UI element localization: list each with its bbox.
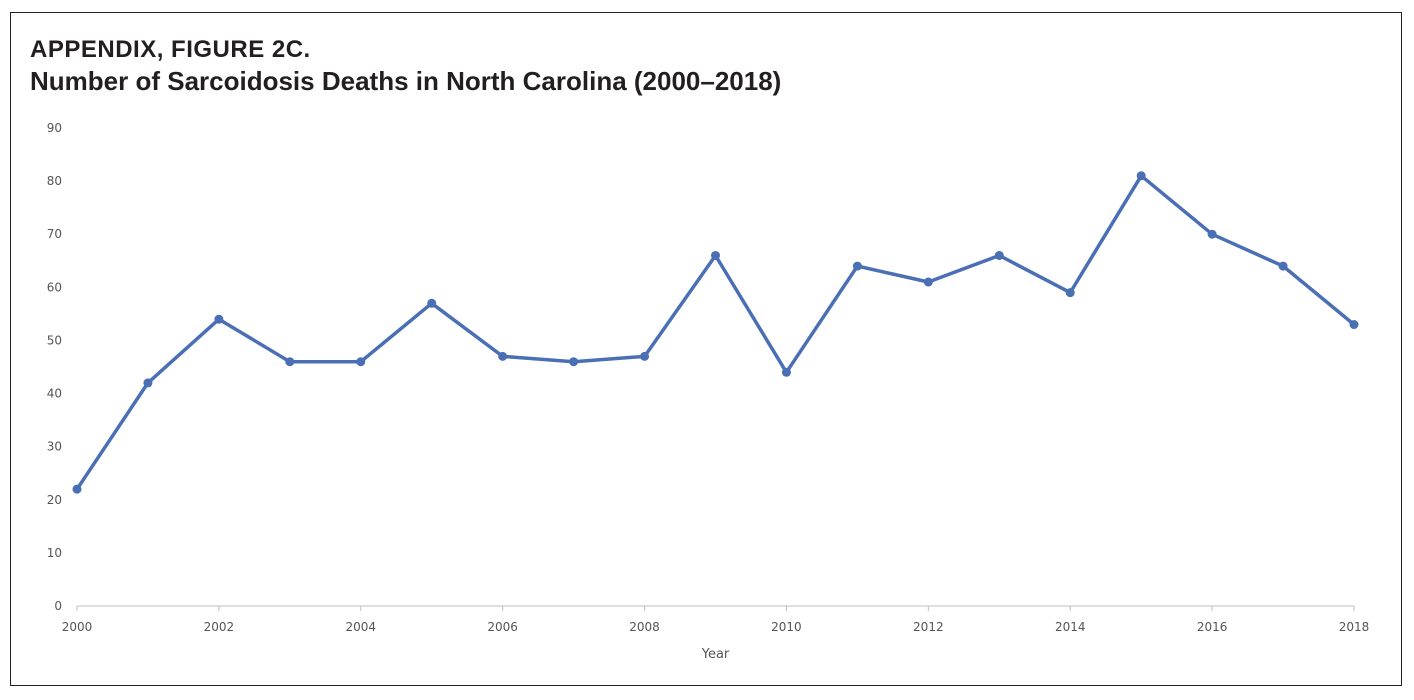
x-tick-label: 2006 — [487, 620, 518, 634]
y-tick-label: 60 — [47, 280, 62, 294]
data-point-2014 — [1065, 288, 1075, 298]
x-tick-label: 2014 — [1055, 620, 1086, 634]
x-tick-label: 2002 — [204, 620, 235, 634]
data-point-2011 — [852, 261, 862, 271]
x-tick-label: 2000 — [62, 620, 93, 634]
x-axis-ticks: 2000 2002 2004 2006 2008 2010 2012 2014 2016 2018 — [62, 606, 1370, 634]
data-point-2012 — [923, 277, 933, 287]
x-tick-label: 2016 — [1197, 620, 1228, 634]
x-tick-label: 2012 — [913, 620, 944, 634]
y-tick-label: 70 — [47, 227, 62, 241]
y-tick-label: 10 — [47, 546, 62, 560]
data-point-2007 — [569, 357, 579, 367]
x-tick-label: 2008 — [629, 620, 660, 634]
data-point-2006 — [498, 351, 508, 361]
y-tick-label: 50 — [47, 333, 62, 347]
y-tick-label: 40 — [47, 387, 62, 401]
data-point-2010 — [781, 367, 791, 377]
y-tick-label: 30 — [47, 440, 62, 454]
data-point-2002 — [214, 314, 224, 324]
data-point-2009 — [711, 250, 720, 260]
y-axis-ticks: 0 10 20 30 40 50 60 70 80 90 — [47, 121, 62, 613]
y-tick-label: 90 — [47, 121, 62, 135]
series-line — [75, 174, 1356, 491]
figure-kicker: APPENDIX, FIGURE 2C. — [30, 36, 311, 63]
y-tick-label: 80 — [47, 174, 62, 188]
data-point-2015 — [1136, 171, 1146, 181]
x-tick-label: 2018 — [1339, 620, 1370, 634]
y-tick-label: 0 — [54, 599, 62, 613]
x-axis-label: Year — [701, 647, 730, 662]
chart-title: Number of Sarcoidosis Deaths in North Ca… — [30, 66, 782, 96]
data-point-2008 — [640, 351, 650, 361]
data-points — [72, 171, 1359, 494]
data-point-2005 — [427, 298, 437, 308]
data-point-2018 — [1349, 320, 1359, 330]
x-tick-label: 2010 — [771, 620, 802, 634]
data-point-2004 — [356, 357, 366, 367]
data-point-2017 — [1278, 261, 1288, 271]
data-point-2013 — [994, 250, 1004, 260]
data-point-2001 — [143, 378, 153, 388]
x-tick-label: 2004 — [346, 620, 377, 634]
data-point-2003 — [285, 357, 295, 367]
data-point-2000 — [72, 484, 82, 494]
data-point-2016 — [1207, 229, 1217, 239]
y-tick-label: 20 — [47, 493, 62, 507]
figure-frame — [10, 12, 1402, 686]
